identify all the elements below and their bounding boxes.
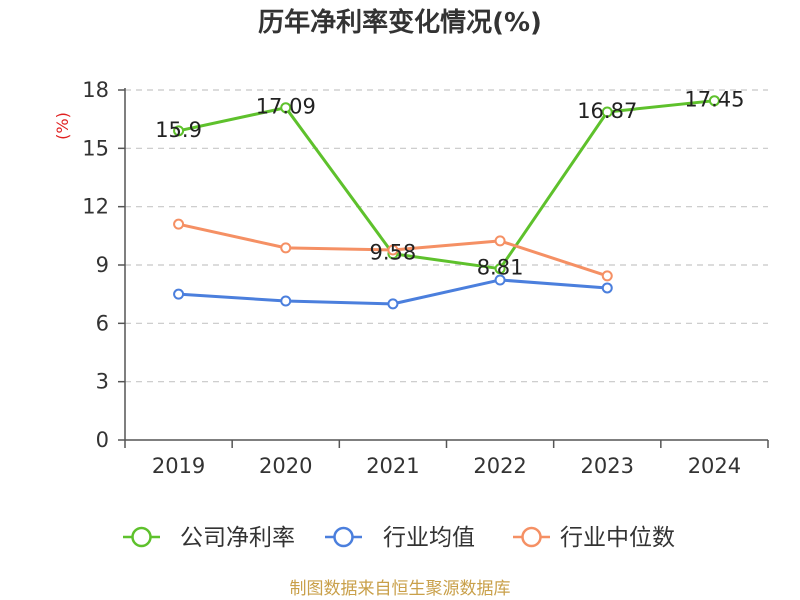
data-point bbox=[173, 218, 185, 230]
x-tick-label: 2019 bbox=[152, 454, 205, 478]
data-label: 15.9 bbox=[155, 118, 202, 142]
legend-label: 行业均值 bbox=[383, 525, 475, 551]
data-point bbox=[280, 102, 292, 114]
y-tick-label: 12 bbox=[82, 195, 109, 219]
legend-item-industry-median[interactable]: 行业中位数 bbox=[513, 525, 675, 551]
y-tick-label: 15 bbox=[82, 136, 109, 160]
legend-circle-marker bbox=[521, 526, 542, 548]
data-point bbox=[494, 235, 506, 247]
legend-label: 公司净利率 bbox=[180, 525, 295, 551]
y-tick-label: 6 bbox=[96, 311, 109, 335]
data-point bbox=[708, 95, 720, 107]
series-group bbox=[173, 218, 613, 282]
y-tick-label: 18 bbox=[82, 78, 109, 102]
y-tick-label: 9 bbox=[96, 253, 109, 277]
series-line bbox=[178, 99, 715, 271]
y-tick-label: 0 bbox=[96, 428, 109, 452]
data-label: 9.58 bbox=[370, 241, 417, 265]
data-point bbox=[280, 242, 292, 254]
data-point bbox=[280, 295, 292, 307]
data-point bbox=[173, 288, 185, 300]
data-label: 8.81 bbox=[477, 256, 524, 280]
data-point bbox=[494, 263, 506, 275]
data-point bbox=[601, 282, 613, 294]
data-point bbox=[601, 106, 613, 118]
data-point bbox=[494, 274, 506, 286]
legend-item-company-net-margin[interactable]: 公司净利率 bbox=[123, 525, 295, 551]
data-label: 16.87 bbox=[577, 99, 637, 123]
x-tick-label: 2024 bbox=[688, 454, 741, 478]
data-point bbox=[173, 125, 185, 137]
chart-title: 历年净利率变化情况(%) bbox=[258, 8, 542, 38]
data-label: 17.45 bbox=[684, 88, 744, 112]
x-tick-label: 2021 bbox=[366, 454, 419, 478]
legend-circle-marker bbox=[131, 526, 152, 548]
data-point bbox=[387, 244, 399, 256]
data-point bbox=[601, 270, 613, 282]
legend-circle-marker bbox=[333, 526, 354, 548]
x-tick-label: 2022 bbox=[473, 454, 526, 478]
data-point bbox=[387, 298, 399, 310]
x-tick-label: 2020 bbox=[259, 454, 312, 478]
source-footer: 制图数据来自恒生聚源数据库 bbox=[289, 579, 511, 599]
y-axis-title: (%) bbox=[53, 112, 72, 140]
data-label: 17.09 bbox=[256, 95, 316, 119]
x-tick-label: 2023 bbox=[581, 454, 634, 478]
legend-item-industry-average[interactable]: 行业均值 bbox=[325, 525, 475, 551]
legend-label: 行业中位数 bbox=[560, 525, 675, 551]
y-tick-label: 3 bbox=[96, 370, 109, 394]
series-group bbox=[173, 274, 613, 310]
